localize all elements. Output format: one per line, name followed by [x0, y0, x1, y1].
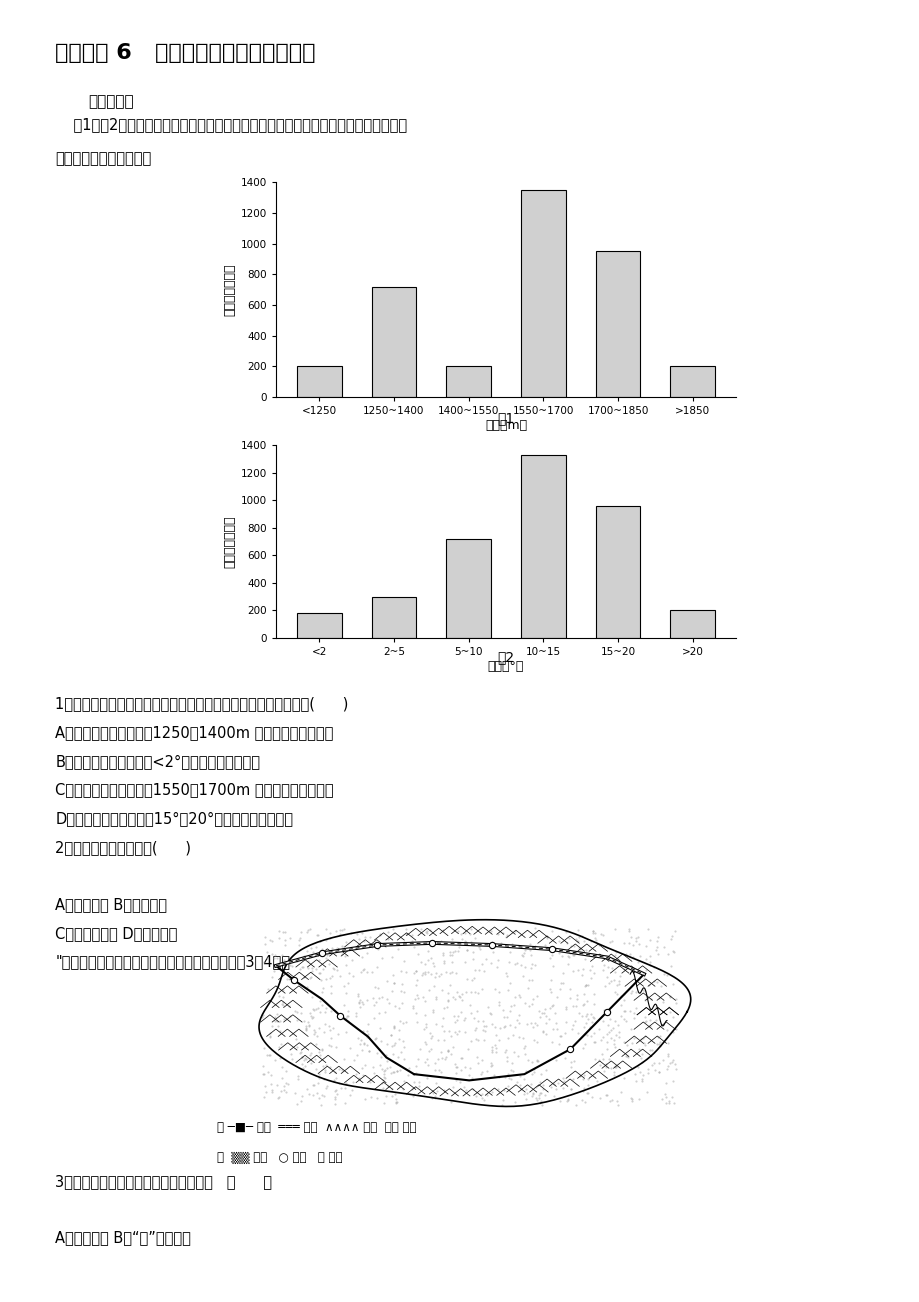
- Text: 图1、图2分别为我国某地不同海拔、不同坡度的乡村聚落数量统计图。读图并结合所: 图1、图2分别为我国某地不同海拔、不同坡度的乡村聚落数量统计图。读图并结合所: [55, 117, 407, 133]
- Text: 例  ▒▒ 沙漠   ○ 聚落   ⛰ 湖泊: 例 ▒▒ 沙漠 ○ 聚落 ⛰ 湖泊: [217, 1151, 342, 1164]
- Text: 图2: 图2: [497, 651, 514, 664]
- Text: 学知识，完成１～２题。: 学知识，完成１～２题。: [55, 151, 152, 167]
- Text: A．黄土高原 B．三江平原: A．黄土高原 B．三江平原: [55, 897, 167, 913]
- X-axis label: 坡度（°）: 坡度（°）: [487, 660, 524, 673]
- Bar: [371, 596, 416, 638]
- Text: C．在各海拔段中，海拔1550～1700m 的区域聚落数量最多: C．在各海拔段中，海拔1550～1700m 的区域聚落数量最多: [55, 783, 334, 798]
- Bar: [297, 613, 341, 638]
- Bar: [595, 506, 640, 638]
- Text: A．网状分布 B．“之”字形分布: A．网状分布 B．“之”字形分布: [55, 1230, 191, 1246]
- Text: D．在各坡度段中，坡度15°～20°的区域聚落数量最少: D．在各坡度段中，坡度15°～20°的区域聚落数量最少: [55, 811, 293, 827]
- Bar: [446, 539, 491, 638]
- Text: 图1: 图1: [497, 411, 514, 424]
- Text: C．塔里木盆地 D．江南丘陵: C．塔里木盆地 D．江南丘陵: [55, 926, 177, 941]
- Bar: [670, 366, 714, 397]
- Text: 图 ─■─ 鐵路  ═══ 公路  ∧∧∧∧ 山脉  ～～ 河流: 图 ─■─ 鐵路 ═══ 公路 ∧∧∧∧ 山脉 ～～ 河流: [217, 1121, 416, 1134]
- Y-axis label: 聚落数量（个）: 聚落数量（个）: [223, 516, 236, 568]
- Text: 2．该地区最有可能位于(      ): 2．该地区最有可能位于( ): [55, 840, 191, 855]
- Bar: [297, 366, 341, 397]
- X-axis label: 海拔（m）: 海拔（m）: [484, 419, 527, 432]
- Text: B．在各坡度段中，坡度<2°的区域聚落数量最多: B．在各坡度段中，坡度<2°的区域聚落数量最多: [55, 754, 260, 769]
- Text: 课时作业 6   地表形态与人类活动的关系: 课时作业 6 地表形态与人类活动的关系: [55, 43, 315, 64]
- Text: "如图是塔里木盆地相关信息示意图。读图，回答3～4题。: "如图是塔里木盆地相关信息示意图。读图，回答3～4题。: [55, 954, 289, 970]
- Bar: [520, 454, 565, 638]
- Bar: [595, 251, 640, 397]
- Bar: [371, 286, 416, 397]
- Text: 1．由图可知，下列描述符合该地乡村聚落数量空间分布特点的是(      ): 1．由图可知，下列描述符合该地乡村聚落数量空间分布特点的是( ): [55, 697, 348, 712]
- Bar: [670, 611, 714, 638]
- Text: 3．塔里木盆地的交通线布局从整体看呈   （      ）: 3．塔里木盆地的交通线布局从整体看呈 （ ）: [55, 1174, 272, 1190]
- Y-axis label: 聚落数量（个）: 聚落数量（个）: [223, 263, 236, 316]
- Bar: [520, 190, 565, 397]
- Bar: [446, 366, 491, 397]
- Text: A．在各海拔段中，海拔1250～1400m 的区域聚落数量最少: A．在各海拔段中，海拔1250～1400m 的区域聚落数量最少: [55, 725, 334, 741]
- Text: 一、选择题: 一、选择题: [88, 94, 134, 109]
